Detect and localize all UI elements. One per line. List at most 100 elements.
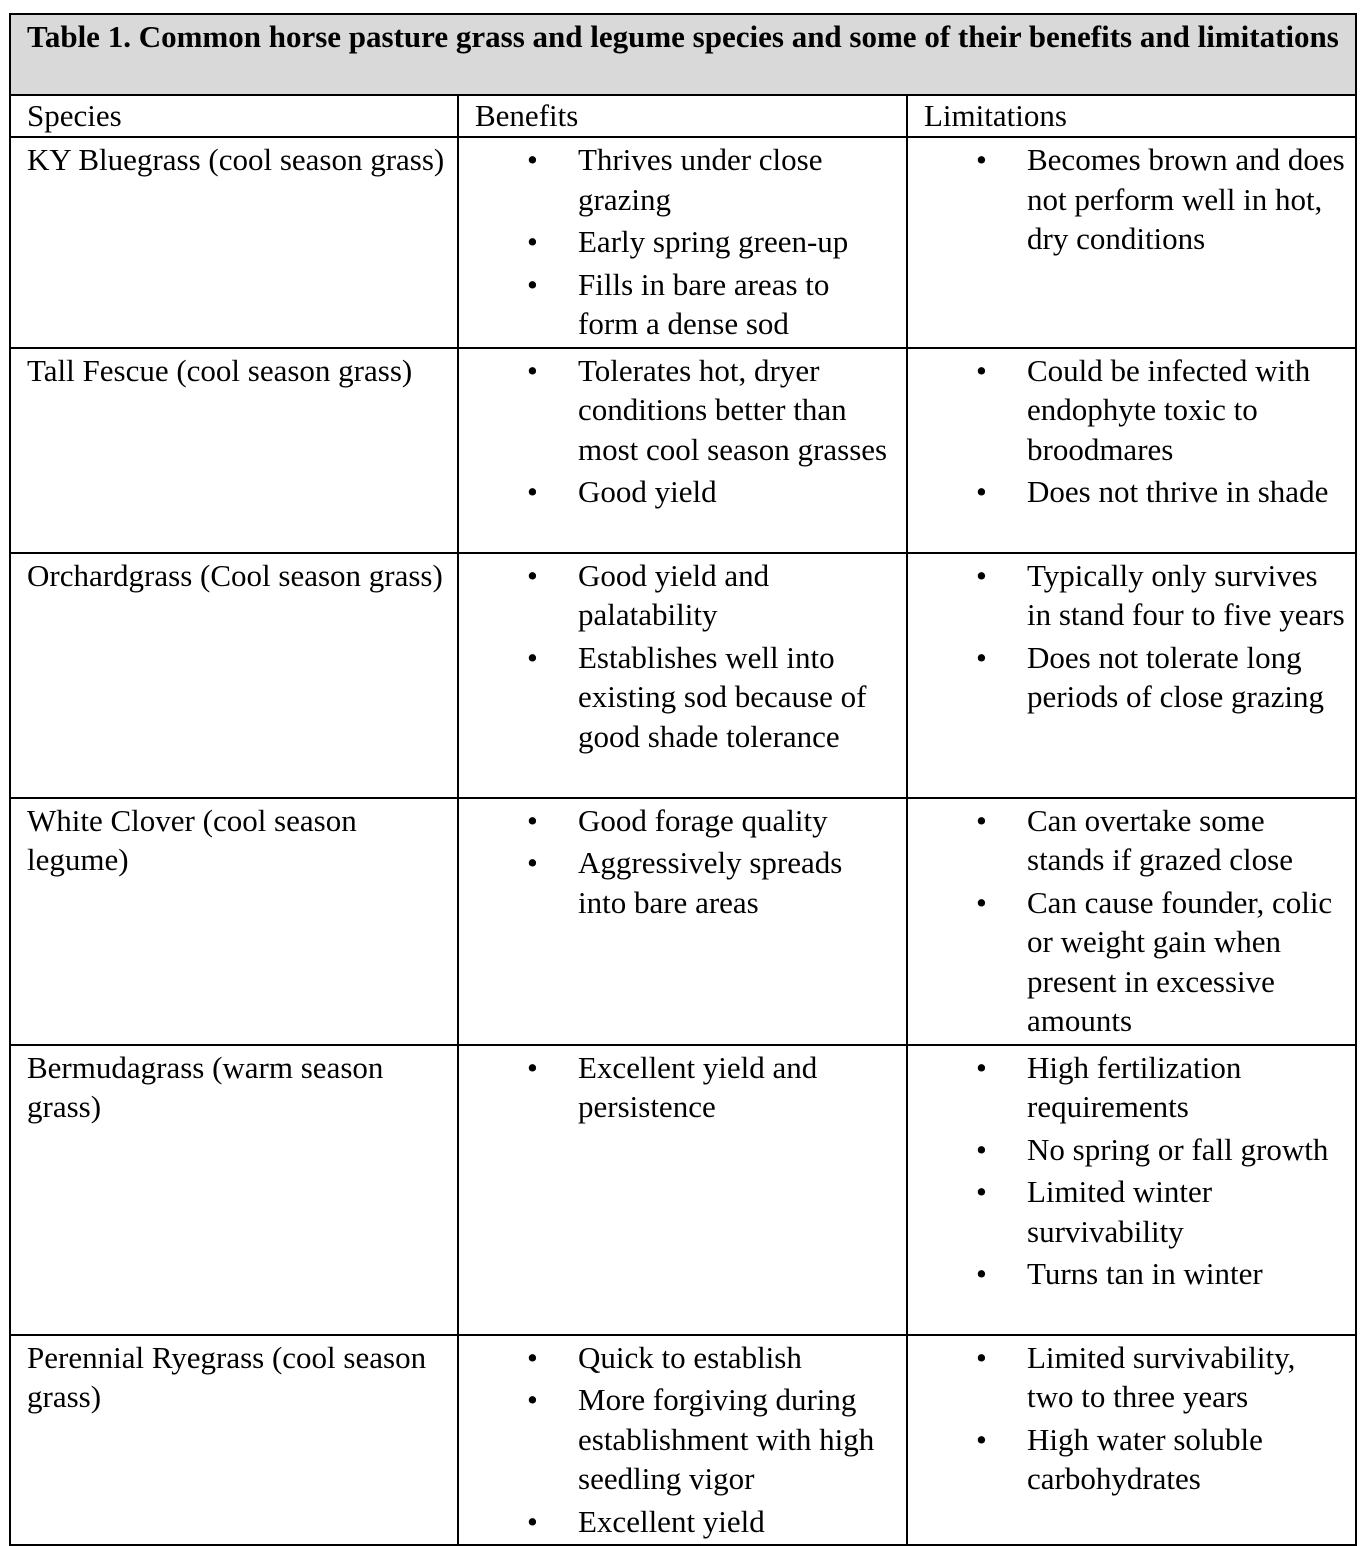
species-table: Table 1. Common horse pasture grass and …: [9, 13, 1357, 1546]
bullet-icon: •: [527, 1503, 538, 1539]
bullet-icon: •: [976, 557, 987, 593]
list-item-text: Excellent yield: [578, 1503, 765, 1539]
bullet-icon: •: [976, 1131, 987, 1167]
table-row: Perennial Ryegrass (cool season grass) • Q…: [9, 1333, 1357, 1546]
list-item: • Limited survivability, two to three yea…: [908, 1338, 1345, 1417]
bullet-icon: •: [527, 557, 538, 593]
list-item: • Turns tan in winter: [908, 1254, 1345, 1294]
bullet-icon: •: [527, 1339, 538, 1375]
species-cell: Perennial Ryegrass (cool season grass): [9, 1333, 459, 1546]
list-item: • Good yield and palatability: [459, 556, 896, 635]
bullet-icon: •: [527, 266, 538, 302]
limitations-cell: • Becomes brown and does not perform well…: [906, 136, 1357, 349]
limitations-cell: • High fertilization requirements • No spri…: [906, 1043, 1357, 1336]
list-item-text: Fills in bare areas to form a dense sod: [578, 266, 830, 342]
benefits-list: • Good yield and palatability • Establishes…: [459, 554, 906, 757]
species-cell: Orchardgrass (Cool season grass): [9, 551, 459, 799]
bullet-icon: •: [976, 1256, 987, 1291]
table-title: Table 1. Common horse pasture grass and …: [9, 13, 1357, 96]
limitations-list: • Becomes brown and does not perform well…: [908, 138, 1355, 259]
bullet-icon: •: [976, 1049, 987, 1085]
list-item: • Excellent yield and persistence: [459, 1048, 896, 1127]
bullet-icon: •: [527, 224, 538, 259]
limitations-list: • High fertilization requirements • No spri…: [908, 1046, 1355, 1294]
bullet-icon: •: [527, 142, 538, 177]
list-item-text: Can cause founder, colic or weight gain …: [1027, 884, 1333, 1039]
limitations-cell: • Could be infected with endophyte toxic …: [906, 346, 1357, 554]
list-item-text: Good yield and palatability: [578, 557, 770, 633]
list-item-text: Good yield: [578, 474, 717, 509]
limitations-list: • Limited survivability, two to three yea…: [908, 1336, 1355, 1499]
list-item-text: Establishes well into existing sod becau…: [578, 639, 867, 754]
list-item-text: Aggressively spreads into bare areas: [578, 845, 843, 920]
list-item-text: Limited winter survivability: [1027, 1174, 1213, 1249]
list-item: • Fills in bare areas to form a dense sod: [459, 265, 896, 344]
bullet-icon: •: [527, 352, 538, 388]
header-row: Species Benefits Limitations: [9, 94, 1357, 138]
list-item: • No spring or fall growth: [908, 1130, 1345, 1170]
list-item: • Good forage quality: [459, 801, 896, 841]
list-item: • Thrives under close grazing: [459, 140, 896, 219]
list-item: • Can overtake some stands if grazed clos…: [908, 801, 1345, 880]
species-cell: Bermudagrass (warm season grass): [9, 1043, 459, 1336]
list-item: • Limited winter survivability: [908, 1172, 1345, 1251]
list-item-text: Could be infected with endophyte toxic t…: [1027, 352, 1311, 467]
list-item-text: Typically only survives in stand four to…: [1027, 557, 1345, 633]
benefits-cell: • Quick to establish • More forgiving durin…: [457, 1333, 908, 1546]
limitations-list: • Could be infected with endophyte toxic …: [908, 349, 1355, 512]
bullet-icon: •: [527, 639, 538, 675]
list-item-text: Thrives under close grazing: [578, 142, 823, 217]
table-row: KY Bluegrass (cool season grass) • Thrives…: [9, 136, 1357, 349]
list-item: • Does not tolerate long periods of close…: [908, 638, 1345, 717]
benefits-cell: • Good yield and palatability • Establishes…: [457, 551, 908, 799]
benefits-cell: • Excellent yield and persistence: [457, 1043, 908, 1336]
list-item: • Can cause founder, colic or weight gain…: [908, 883, 1345, 1041]
list-item: • Tolerates hot, dryer conditions better …: [459, 351, 896, 470]
bullet-icon: •: [527, 802, 538, 838]
benefits-cell: • Good forage quality • Aggressively spread…: [457, 796, 908, 1046]
list-item-text: No spring or fall growth: [1027, 1131, 1329, 1167]
list-item: • Good yield: [459, 472, 896, 512]
bullet-icon: •: [976, 1174, 987, 1209]
column-header: Benefits: [457, 94, 908, 138]
list-item-text: Does not tolerate long periods of close …: [1027, 639, 1324, 715]
bullet-icon: •: [976, 802, 987, 838]
list-item-text: Quick to establish: [578, 1339, 802, 1375]
bullet-icon: •: [976, 884, 987, 920]
list-item-text: Limited survivability, two to three year…: [1027, 1339, 1296, 1415]
list-item-text: Becomes brown and does not perform well …: [1027, 142, 1345, 256]
bullet-icon: •: [527, 1382, 538, 1417]
limitations-list: • Can overtake some stands if grazed clos…: [908, 799, 1355, 1041]
list-item: • Typically only survives in stand four t…: [908, 556, 1345, 635]
limitations-list: • Typically only survives in stand four t…: [908, 554, 1355, 717]
list-item-text: Tolerates hot, dryer conditions better t…: [578, 352, 888, 467]
species-cell: Tall Fescue (cool season grass): [9, 346, 459, 554]
bullet-icon: •: [976, 639, 987, 675]
list-item-text: More forgiving during establishment with…: [578, 1382, 875, 1496]
list-item: • Could be infected with endophyte toxic …: [908, 351, 1345, 470]
list-item-text: High fertilization requirements: [1027, 1049, 1242, 1125]
list-item: • High water soluble carbohydrates: [908, 1420, 1345, 1499]
species-cell: KY Bluegrass (cool season grass): [9, 136, 459, 349]
limitations-cell: • Typically only survives in stand four t…: [906, 551, 1357, 799]
benefits-cell: • Tolerates hot, dryer conditions better …: [457, 346, 908, 554]
bullet-icon: •: [976, 1421, 987, 1457]
benefits-list: • Tolerates hot, dryer conditions better …: [459, 349, 906, 512]
list-item: • Does not thrive in shade: [908, 472, 1345, 512]
table-row: Bermudagrass (warm season grass) • Excelle…: [9, 1043, 1357, 1336]
bullet-icon: •: [527, 474, 538, 509]
list-item: • Quick to establish: [459, 1338, 896, 1378]
list-item: • Becomes brown and does not perform well…: [908, 140, 1345, 259]
table-row: Orchardgrass (Cool season grass) • Good yi…: [9, 551, 1357, 799]
benefits-list: • Excellent yield and persistence: [459, 1046, 906, 1127]
list-item-text: Early spring green-up: [578, 224, 849, 259]
limitations-cell: • Limited survivability, two to three yea…: [906, 1333, 1357, 1546]
list-item-text: High water soluble carbohydrates: [1027, 1421, 1263, 1497]
bullet-icon: •: [976, 474, 987, 509]
bullet-icon: •: [527, 1049, 538, 1085]
list-item: • Establishes well into existing sod beca…: [459, 638, 896, 757]
benefits-list: • Good forage quality • Aggressively spread…: [459, 799, 906, 923]
list-item-text: Good forage quality: [578, 802, 828, 838]
list-item-text: Does not thrive in shade: [1027, 474, 1329, 509]
list-item-text: Turns tan in winter: [1027, 1256, 1263, 1291]
